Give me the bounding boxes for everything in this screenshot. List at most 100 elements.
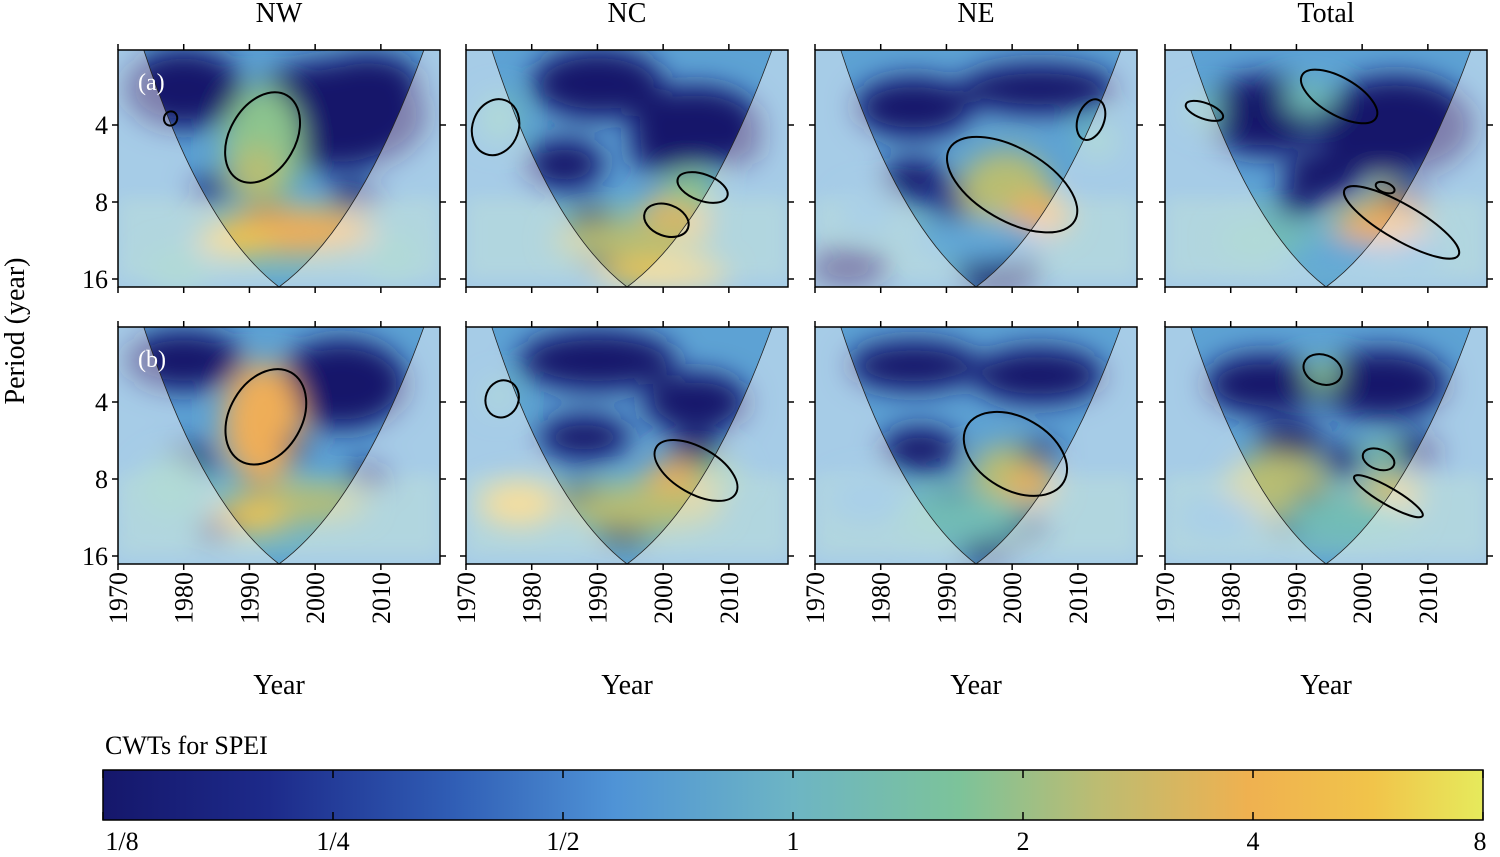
wavelet-panel-nw-a: (a) xyxy=(112,44,446,293)
x-tick-label: 1970 xyxy=(801,572,830,624)
significance-contour xyxy=(676,171,729,204)
power-blob xyxy=(144,247,210,287)
power-blobs xyxy=(828,340,1105,564)
power-blob xyxy=(597,259,729,287)
x-tick-label: 1980 xyxy=(867,572,896,624)
x-axis-title: Year xyxy=(253,670,305,701)
significance-contour xyxy=(1184,99,1225,122)
significance-contour xyxy=(224,91,302,184)
power-blob xyxy=(1316,349,1448,420)
power-blob xyxy=(959,543,1013,564)
power-blob xyxy=(880,427,960,472)
power-blob xyxy=(841,190,894,231)
power-blobs xyxy=(479,330,749,545)
cone-of-influence xyxy=(143,50,425,287)
x-tick-label: 1980 xyxy=(1217,572,1246,624)
panel-frame xyxy=(814,326,1138,565)
power-blob xyxy=(1388,435,1441,468)
x-tick-label: 1990 xyxy=(1282,572,1311,624)
coi-shade-right xyxy=(1326,327,1487,564)
power-blob xyxy=(1362,444,1402,469)
power-blob xyxy=(972,347,1105,404)
power-blob xyxy=(282,435,309,456)
x-tick-label: 2010 xyxy=(1414,572,1443,624)
coi-shade-left xyxy=(466,327,627,564)
power-blob xyxy=(571,206,611,227)
y-tick-label: 8 xyxy=(95,465,108,494)
power-blob xyxy=(854,77,973,138)
x-tick-label: 2000 xyxy=(1348,572,1377,624)
coi-shade-left xyxy=(1165,327,1326,564)
row-label-a: (a) xyxy=(138,70,165,96)
power-blobs xyxy=(479,50,762,287)
x-tick-label: 2000 xyxy=(301,572,330,624)
significance-contour xyxy=(1302,353,1343,386)
colorbar-tick-label: 1 xyxy=(787,827,800,856)
power-blob xyxy=(1276,192,1317,217)
y-tick-label: 4 xyxy=(95,111,108,140)
power-blob xyxy=(196,224,276,257)
panel-frame xyxy=(814,49,1138,288)
coi-shade-left xyxy=(466,50,627,287)
power-blob xyxy=(913,218,1045,263)
power-blob xyxy=(223,363,302,484)
significance-contour xyxy=(653,439,739,502)
wavelet-panel-nc-b xyxy=(460,321,794,570)
y-tick-label: 16 xyxy=(82,265,108,294)
colorbar-title: CWTs for SPEI xyxy=(105,731,268,760)
x-tick-label: 2010 xyxy=(1064,572,1093,624)
wavelet-panel-ne-b xyxy=(809,321,1143,570)
wavelet-panel-nc-a xyxy=(460,44,794,293)
x-tick-label: 2010 xyxy=(715,572,744,624)
coi-shade-right xyxy=(279,50,440,287)
wavelet-panel-nw-b: (b) xyxy=(112,321,446,570)
power-blob xyxy=(696,126,762,167)
x-tick-label: 1980 xyxy=(518,572,547,624)
power-blob xyxy=(479,481,558,526)
x-tick-label: 2000 xyxy=(998,572,1027,624)
power-blob xyxy=(538,415,631,460)
colorbar-tick-label: 4 xyxy=(1247,827,1260,856)
cone-of-influence xyxy=(143,327,425,564)
panel-frame xyxy=(1164,49,1488,288)
significance-contour xyxy=(643,202,690,238)
coi-shade-left xyxy=(815,50,976,287)
significance-contour xyxy=(162,110,179,127)
coi-shade-left xyxy=(1165,50,1326,287)
significance-contour xyxy=(945,135,1079,234)
power-blob xyxy=(1283,82,1336,115)
coi-shade-right xyxy=(627,50,788,287)
power-blob xyxy=(564,486,723,531)
significance-contour xyxy=(962,410,1069,497)
colorbar-tick-label: 2 xyxy=(1017,827,1030,856)
power-blob xyxy=(630,131,697,172)
cone-of-influence xyxy=(491,327,773,564)
cone-of-influence xyxy=(1190,50,1472,287)
power-blob xyxy=(190,175,230,200)
cone-of-influence xyxy=(840,327,1122,564)
significance-contour xyxy=(484,379,520,419)
power-blob xyxy=(315,53,421,114)
significance-contour xyxy=(1353,474,1424,519)
x-axis-title: Year xyxy=(601,670,653,701)
x-tick-label: 1970 xyxy=(1151,572,1180,624)
colorbar-tick-label: 8 xyxy=(1474,827,1487,856)
significance-contour xyxy=(1075,98,1107,141)
coi-shade-right xyxy=(1326,50,1487,287)
power-blob xyxy=(551,220,710,261)
power-blob xyxy=(137,457,204,518)
coi-shade-right xyxy=(976,50,1137,287)
column-title-ne: NE xyxy=(957,0,994,29)
colorbar-gradient xyxy=(102,769,1484,821)
x-axis-title: Year xyxy=(950,670,1002,701)
power-blob xyxy=(1322,445,1363,474)
power-blob xyxy=(196,518,237,539)
x-tick-label: 1970 xyxy=(104,572,133,624)
coi-shade-right xyxy=(627,327,788,564)
significance-contour xyxy=(470,98,521,157)
power-blob xyxy=(328,183,381,208)
column-title-nw: NW xyxy=(256,0,303,29)
power-blob xyxy=(1184,96,1225,127)
significance-contour xyxy=(1374,180,1396,195)
